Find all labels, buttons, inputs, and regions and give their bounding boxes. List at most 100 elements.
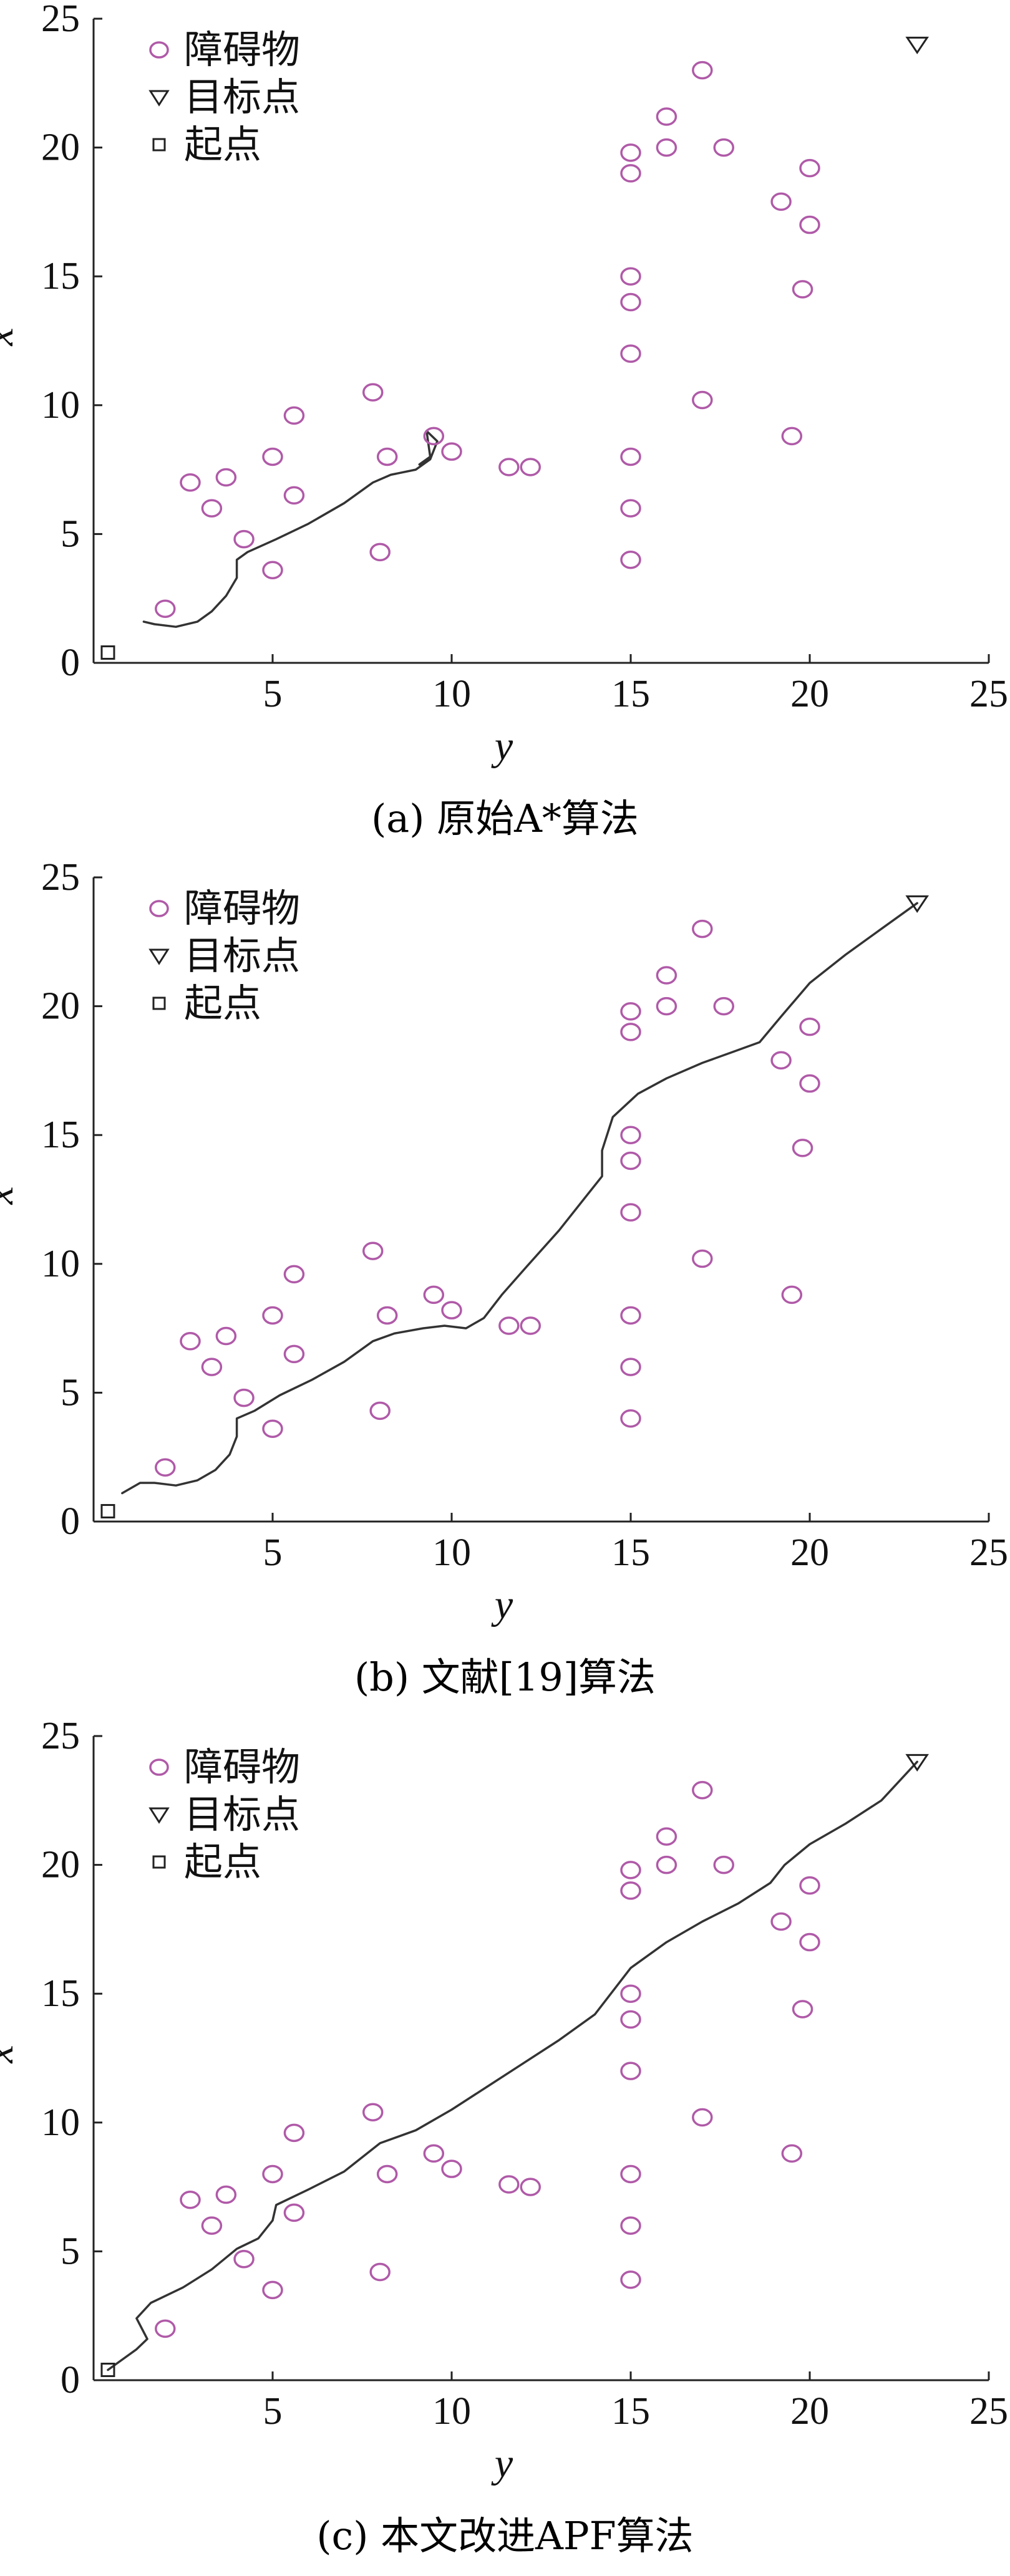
obstacle-point [620,1861,641,1879]
obstacle-point [770,192,792,211]
obstacle-point [692,390,713,410]
start-point [100,1503,115,1518]
obstacle-point [155,2319,176,2338]
obstacle-point [620,2216,641,2235]
x-axis-label: y [491,2441,513,2486]
obstacle-point [792,280,813,299]
obstacle-point [620,1023,641,1041]
obstacle-point [215,2185,237,2204]
obstacle-point [620,267,641,286]
legend-label: 障碍物 [184,1744,300,1790]
y-tick-label: 15 [41,1972,80,2015]
obstacle-point [262,447,283,466]
obstacle-point [692,60,713,80]
x-tick-label: 25 [969,2390,1008,2433]
x-tick-label: 20 [790,1532,829,1574]
y-tick-label: 15 [41,255,80,297]
legend-marker-obstacle [149,41,169,59]
x-tick-label: 5 [263,1532,283,1574]
obstacle-point [201,499,223,518]
x-tick-label: 20 [790,2390,829,2433]
y-tick-label: 25 [41,0,80,40]
legend-marker-obstacle [149,900,169,917]
legend-marker-target [148,1807,170,1824]
y-tick-label: 5 [61,1371,80,1414]
chart-caption-b: (b) 文献[19]算法 [354,1654,656,1700]
obstacle-point [713,138,734,157]
obstacle-point [262,1306,283,1325]
obstacle-point [155,1458,176,1477]
obstacle-point [620,1203,641,1222]
obstacle-point [620,1151,641,1170]
legend-label: 目标点 [184,1792,300,1837]
obstacle-point [799,1932,820,1952]
x-tick-label: 5 [263,673,283,715]
obstacle-point [362,2103,384,2122]
obstacle-point [180,2191,201,2209]
obstacle-point [620,1409,641,1428]
obstacle-point [656,107,677,126]
obstacle-point [656,996,677,1016]
x-axis-label: y [491,723,513,769]
obstacle-point [201,2216,223,2235]
obstacle-point [233,2250,255,2269]
obstacle-point [620,1002,641,1021]
obstacle-point [520,1316,541,1335]
y-tick-label: 5 [61,2230,80,2272]
chart-caption-c: (c) 本文改进APF算法 [316,2513,694,2559]
y-tick-label: 10 [41,384,80,427]
y-tick-label: 0 [61,2359,80,2401]
x-tick-label: 10 [432,673,471,715]
legend-label: 障碍物 [184,885,300,931]
obstacle-point [620,2270,641,2289]
legend-marker-start [152,996,166,1010]
target-point [905,895,930,914]
obstacle-point [656,1827,677,1846]
legend-label: 起点 [184,122,261,167]
legend-marker-target [148,90,170,107]
obstacle-point [792,2000,813,2019]
obstacle-point [376,2164,398,2184]
obstacle-point [620,292,641,312]
obstacle-point [520,458,541,476]
obstacle-point [620,2164,641,2184]
obstacle-point [799,158,820,178]
obstacle-point [692,1781,713,1800]
x-tick-label: 25 [969,673,1008,715]
obstacle-point [692,2108,713,2127]
obstacle-point [180,473,201,492]
obstacle-point [262,2280,283,2300]
x-tick-label: 5 [263,2390,283,2433]
y-tick-label: 0 [61,1500,80,1543]
legend-marker-target [148,948,170,965]
obstacle-point [262,561,283,579]
obstacle-point [620,2010,641,2029]
obstacle-point [215,468,237,487]
obstacle-point [441,1301,462,1319]
y-tick-label: 25 [41,1717,80,1757]
chart-caption-a: (a) 原始A*算法 [371,796,639,841]
obstacle-point [799,1074,820,1093]
obstacle-point [155,599,176,618]
obstacle-point [713,1855,734,1874]
obstacle-point [692,1249,713,1268]
y-tick-label: 25 [41,859,80,899]
obstacle-point [620,550,641,569]
y-axis-label: x [0,1186,22,1205]
obstacle-point [781,2144,803,2163]
legend-marker-start [152,138,166,152]
path-line [107,1760,918,2371]
legend-label: 起点 [184,1839,261,1884]
obstacle-point [369,2262,391,2282]
legend-marker-obstacle [149,1758,169,1776]
obstacle-point [283,1265,305,1284]
obstacle-point [620,143,641,162]
obstacle-point [620,344,641,363]
obstacle-point [620,1881,641,1900]
legend-label: 目标点 [184,74,300,120]
obstacle-point [423,427,445,446]
